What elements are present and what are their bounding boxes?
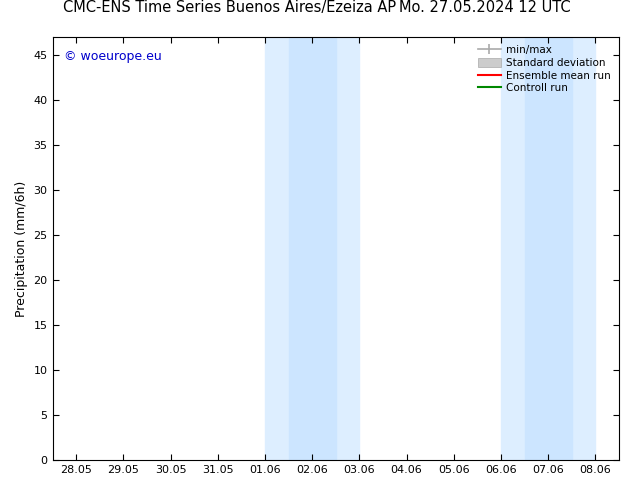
Text: CMC-ENS Time Series Buenos Aires/Ezeiza AP: CMC-ENS Time Series Buenos Aires/Ezeiza … bbox=[63, 0, 396, 15]
Bar bbox=[524, 37, 572, 460]
Bar bbox=[265, 37, 359, 460]
Text: Mo. 27.05.2024 12 UTC: Mo. 27.05.2024 12 UTC bbox=[399, 0, 571, 15]
Legend: min/max, Standard deviation, Ensemble mean run, Controll run: min/max, Standard deviation, Ensemble me… bbox=[475, 42, 614, 97]
Bar bbox=[501, 37, 595, 460]
Bar bbox=[288, 37, 336, 460]
Text: © woeurope.eu: © woeurope.eu bbox=[64, 50, 162, 63]
Y-axis label: Precipitation (mm/6h): Precipitation (mm/6h) bbox=[15, 180, 28, 317]
